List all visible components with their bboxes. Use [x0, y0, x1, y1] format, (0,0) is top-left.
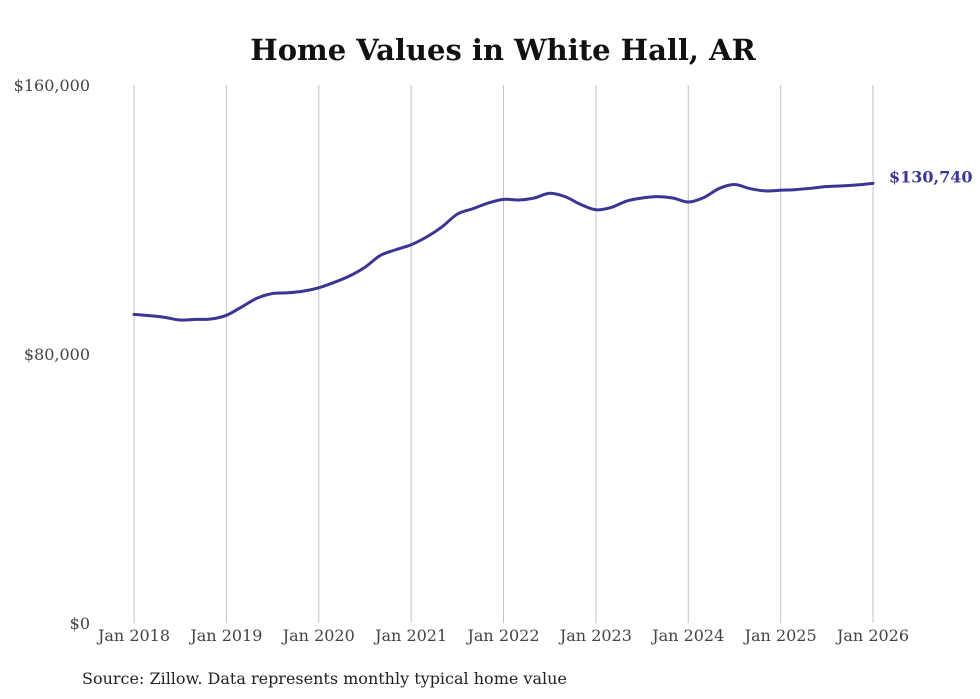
gridlines — [133, 85, 874, 623]
source-note: Source: Zillow. Data represents monthly … — [82, 669, 567, 688]
x-tick-label-0: Jan 2018 — [96, 626, 170, 645]
x-axis-ticks: Jan 2018 Jan 2019 Jan 2020 Jan 2021 Jan 2022… — [96, 626, 909, 645]
x-tick-label-7: Jan 2025 — [743, 626, 817, 645]
end-value-label-0: $130,740 — [889, 167, 973, 186]
y-tick-label-1: $80,000 — [24, 345, 90, 364]
chart-title: Home Values in White Hall, AR — [250, 33, 756, 67]
y-tick-label-2: $160,000 — [14, 76, 90, 95]
y-tick-label-0: $0 — [70, 614, 90, 633]
x-tick-label-1: Jan 2019 — [188, 626, 262, 645]
x-tick-label-4: Jan 2022 — [465, 626, 539, 645]
x-tick-label-5: Jan 2023 — [558, 626, 632, 645]
x-tick-label-3: Jan 2021 — [373, 626, 447, 645]
y-axis-ticks: $0 $80,000 $160,000 — [14, 76, 90, 633]
x-tick-label-8: Jan 2026 — [835, 626, 909, 645]
x-tick-label-6: Jan 2024 — [650, 626, 724, 645]
x-tick-label-2: Jan 2020 — [281, 626, 355, 645]
series-layer: $130,740 — [132, 167, 973, 322]
series-line-0 — [132, 181, 875, 322]
